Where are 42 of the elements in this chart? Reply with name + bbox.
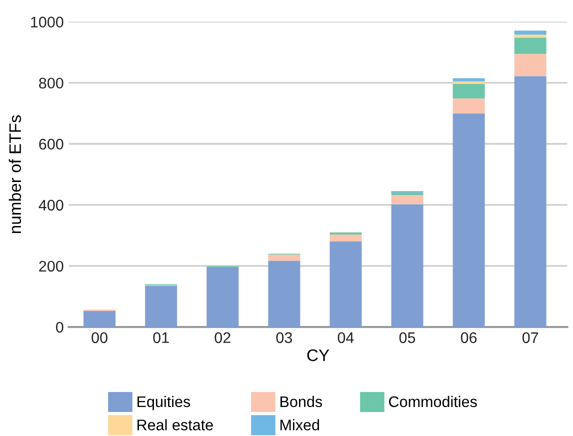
bar: [268, 254, 300, 261]
y-tick-label: 0: [56, 322, 64, 333]
bar: [330, 242, 362, 327]
x-tick-label: 04: [338, 332, 354, 344]
legend-label: Bonds: [280, 396, 322, 408]
y-tick-label: 800: [39, 78, 64, 89]
x-axis-title: CY: [307, 349, 330, 362]
bar: [514, 38, 546, 54]
bar: [452, 113, 485, 327]
bar: [452, 81, 485, 84]
bar: [391, 204, 424, 327]
bar: [452, 98, 485, 114]
x-tick-label: 07: [522, 332, 538, 344]
y-tick-label: 1000: [31, 16, 64, 28]
bar: [206, 267, 239, 327]
bar: [452, 78, 485, 82]
y-tick-label: 400: [38, 200, 64, 211]
legend-label: Mixed: [280, 419, 320, 430]
bar: [330, 232, 362, 235]
bar: [514, 34, 546, 38]
bar: [391, 192, 424, 196]
x-tick-label: 03: [276, 332, 292, 344]
y-tick-label: 600: [39, 138, 64, 150]
x-tick-label: 02: [214, 332, 230, 344]
x-tick-label: 00: [92, 332, 108, 344]
legend-label: Commodities: [389, 396, 477, 408]
bar: [452, 84, 485, 98]
bar: [84, 310, 116, 327]
bar: [391, 195, 424, 204]
bar: [145, 286, 178, 327]
bar: [268, 260, 300, 327]
x-tick-label: 06: [460, 332, 477, 344]
bar: [514, 76, 546, 327]
legend-label: Real estate: [138, 419, 213, 430]
y-axis-title: number of ETFs: [8, 115, 22, 234]
legend-label: Equities: [138, 396, 190, 410]
bar: [514, 30, 546, 35]
x-tick-label: 05: [399, 332, 416, 344]
bar: [330, 234, 362, 242]
bar: [514, 54, 546, 76]
x-tick-label: 01: [153, 332, 169, 344]
y-tick-label: 200: [39, 260, 64, 272]
